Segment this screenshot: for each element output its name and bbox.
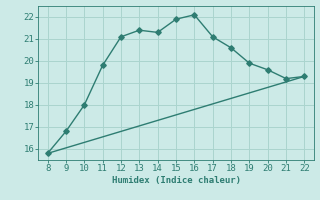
X-axis label: Humidex (Indice chaleur): Humidex (Indice chaleur) (111, 176, 241, 185)
